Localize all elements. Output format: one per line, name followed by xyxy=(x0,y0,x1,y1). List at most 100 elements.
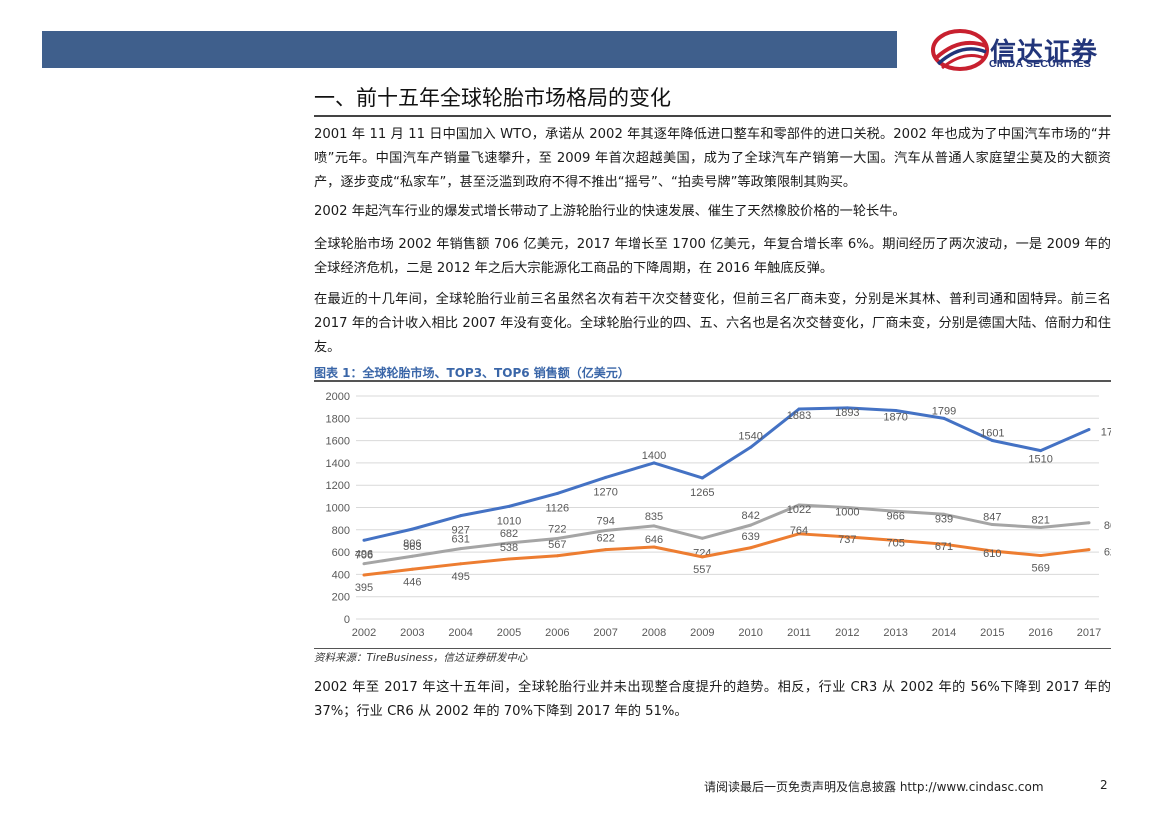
x-tick-label: 2014 xyxy=(932,627,956,639)
data-label: 835 xyxy=(645,511,663,523)
logo-english-text: CINDA SECURITIES xyxy=(989,58,1091,70)
data-point xyxy=(410,527,414,531)
data-point xyxy=(604,528,608,532)
data-point xyxy=(507,557,511,561)
x-tick-label: 2015 xyxy=(980,627,1004,639)
data-point xyxy=(990,523,994,527)
data-label: 395 xyxy=(355,582,373,594)
data-point xyxy=(942,416,946,420)
data-label: 1270 xyxy=(593,486,617,498)
y-tick-label: 600 xyxy=(332,547,350,559)
paragraph-4: 在最近的十几年间，全球轮胎行业前三名虽然名次有若干次交替变化，但前三名厂商未变，… xyxy=(314,292,1111,355)
data-label: 706 xyxy=(355,549,373,561)
data-label: 639 xyxy=(741,531,759,543)
y-tick-label: 800 xyxy=(332,525,350,537)
data-label: 939 xyxy=(935,513,953,525)
x-tick-label: 2008 xyxy=(642,627,666,639)
data-label: 631 xyxy=(451,534,469,546)
paragraph-3: 全球轮胎市场 2002 年销售额 706 亿美元，2017 年增长至 1700 … xyxy=(314,237,1111,276)
data-label: 1010 xyxy=(497,515,521,527)
footer-disclaimer: 请阅读最后一页免责声明及信息披露 http://www.cindasc.com xyxy=(704,780,1044,794)
data-label: 1400 xyxy=(642,450,666,462)
data-label: 847 xyxy=(983,512,1001,524)
y-tick-label: 1600 xyxy=(326,436,350,448)
data-label: 927 xyxy=(451,525,469,537)
data-label: 842 xyxy=(741,510,759,522)
series-line-2 xyxy=(363,503,1090,566)
data-point xyxy=(990,549,994,553)
data-point xyxy=(362,562,366,566)
data-label: 1265 xyxy=(690,487,714,499)
data-point xyxy=(459,514,463,518)
data-point xyxy=(1039,554,1043,558)
x-tick-label: 2005 xyxy=(497,627,521,639)
data-point xyxy=(604,475,608,479)
paragraph-1: 2001 年 11 月 11 日中国加入 WTO，承诺从 2002 年其逐年降低… xyxy=(314,127,1111,190)
data-point xyxy=(749,523,753,527)
data-point xyxy=(700,536,704,540)
data-label: 966 xyxy=(886,510,904,522)
data-point xyxy=(1039,525,1043,529)
paragraph-2: 2002 年起汽车行业的爆发式增长带动了上游轮胎行业的快速发展、催生了天然橡胶价… xyxy=(314,204,906,219)
data-point xyxy=(459,562,463,566)
y-tick-label: 0 xyxy=(344,614,350,626)
paragraph-5: 2002 年至 2017 年这十五年间，全球轮胎行业并未出现整合度提升的趋势。相… xyxy=(314,680,1111,719)
chart-caption: 图表 1：全球轮胎市场、TOP3、TOP6 销售额（亿美元） xyxy=(314,366,630,380)
data-point xyxy=(362,573,366,577)
data-point xyxy=(990,438,994,442)
chart-bottom-divider xyxy=(314,648,1111,649)
data-point xyxy=(845,406,849,410)
data-label: 682 xyxy=(500,528,518,540)
data-label: 737 xyxy=(838,534,856,546)
x-tick-label: 2010 xyxy=(738,627,762,639)
x-tick-label: 2017 xyxy=(1077,627,1101,639)
data-point xyxy=(652,461,656,465)
x-tick-label: 2004 xyxy=(448,627,472,639)
data-label: 646 xyxy=(645,534,663,546)
data-point xyxy=(894,538,898,542)
x-tick-label: 2013 xyxy=(883,627,907,639)
logo-chinese-text: 信达证券 xyxy=(990,38,1099,68)
data-point xyxy=(362,538,366,542)
data-point xyxy=(845,535,849,539)
data-label: 1601 xyxy=(980,427,1004,439)
data-label: 622 xyxy=(1104,547,1111,559)
x-tick-label: 2006 xyxy=(545,627,569,639)
data-label: 705 xyxy=(886,537,904,549)
data-label: 794 xyxy=(596,515,614,527)
data-point xyxy=(555,491,559,495)
data-point xyxy=(652,545,656,549)
data-label: 764 xyxy=(790,525,808,537)
data-label: 563 xyxy=(403,541,421,553)
data-point xyxy=(1039,449,1043,453)
data-point xyxy=(700,476,704,480)
cinda-logo-icon xyxy=(931,29,989,71)
data-point xyxy=(652,524,656,528)
data-point xyxy=(410,554,414,558)
data-point xyxy=(749,546,753,550)
series-line-1 xyxy=(363,406,1090,542)
data-label: 569 xyxy=(1031,563,1049,575)
y-tick-label: 1200 xyxy=(326,480,350,492)
data-label: 538 xyxy=(500,542,518,554)
header-bar xyxy=(42,31,897,68)
data-point xyxy=(797,532,801,536)
data-point xyxy=(1087,427,1091,431)
x-tick-label: 2003 xyxy=(400,627,424,639)
sales-line-chart: 0 200 400 600 800 1000 1200 1400 1600 1800 2000 200… xyxy=(326,391,1111,639)
data-label: 1893 xyxy=(835,407,859,419)
y-tick-label: 2000 xyxy=(326,391,350,403)
data-label: 1510 xyxy=(1028,454,1052,466)
data-label: 1700 xyxy=(1101,426,1111,438)
data-label: 557 xyxy=(693,564,711,576)
x-tick-label: 2012 xyxy=(835,627,859,639)
y-tick-label: 1800 xyxy=(326,413,350,425)
section-title: 一、前十五年全球轮胎市场格局的变化 xyxy=(314,86,671,110)
y-tick-label: 400 xyxy=(332,569,350,581)
x-tick-label: 2007 xyxy=(593,627,617,639)
y-tick-label: 200 xyxy=(332,592,350,604)
data-point xyxy=(1087,521,1091,525)
data-label: 446 xyxy=(403,576,421,588)
data-label: 1022 xyxy=(787,504,811,516)
x-tick-label: 2009 xyxy=(690,627,714,639)
